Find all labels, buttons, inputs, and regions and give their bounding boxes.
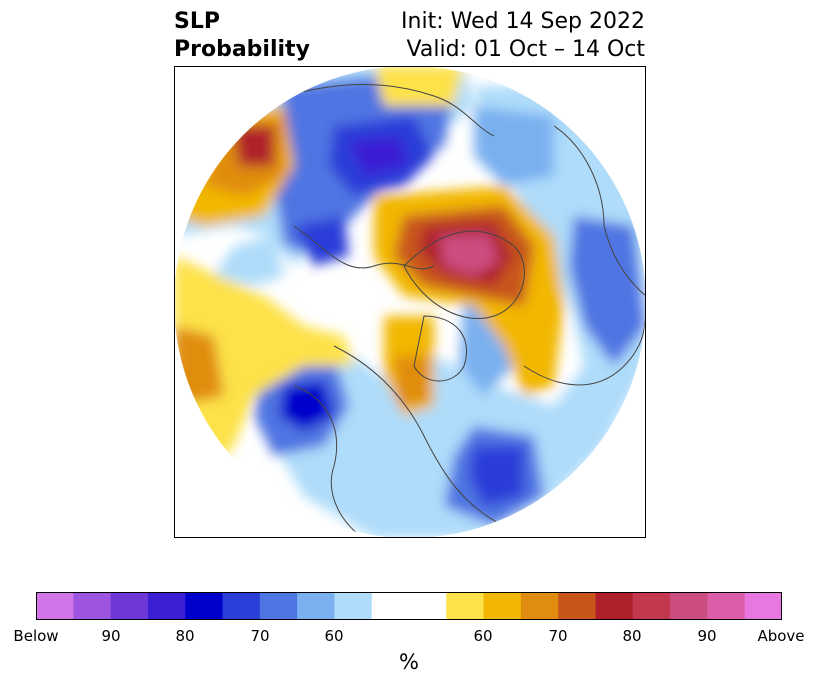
colorbar-tick: 90 <box>697 627 717 645</box>
colorbar-tick: 70 <box>548 627 568 645</box>
coastlines <box>283 84 646 538</box>
init-date: Init: Wed 14 Sep 2022 <box>401 9 645 34</box>
colorbar-cell <box>297 592 335 620</box>
colorbar-cell <box>558 592 596 620</box>
colorbar-cell <box>707 592 746 620</box>
colorbar-cell <box>446 592 485 620</box>
yellow-area <box>174 256 354 466</box>
dark-blue-core <box>294 216 349 266</box>
colorbar-tick: 80 <box>175 627 195 645</box>
yellow-area <box>374 66 464 106</box>
colorbar <box>36 592 782 620</box>
colorbar-cell <box>670 592 708 620</box>
pink-core <box>439 234 499 276</box>
colorbar-unit: % <box>399 650 419 674</box>
colorbar-cell <box>110 592 149 620</box>
title-line1: SLP <box>174 9 220 34</box>
colorbar-cell <box>632 592 671 620</box>
title-line2: Probability <box>174 37 310 62</box>
valid-dates: Valid: 01 Oct – 14 Oct <box>406 37 645 62</box>
colorbar-cell <box>483 592 522 620</box>
red-core <box>234 126 274 166</box>
colorbar-cell <box>371 592 410 620</box>
probability-map <box>174 66 646 538</box>
colorbar-tick: Below <box>13 627 59 645</box>
light-blue-area <box>264 86 646 538</box>
colorbar-cell <box>222 592 261 620</box>
medium-blue-area <box>474 106 554 186</box>
orange-core <box>394 356 429 406</box>
probability-field <box>174 66 646 538</box>
dark-blue-core <box>469 446 524 506</box>
colorbar-cell <box>147 592 186 620</box>
colorbar-cell <box>744 592 782 620</box>
map-frame <box>174 66 646 538</box>
dark-blue-core <box>349 136 409 176</box>
dark-blue-core <box>279 381 334 431</box>
colorbar-tick: 60 <box>473 627 493 645</box>
colorbar-cell <box>36 592 74 620</box>
forecast-dates: Init: Wed 14 Sep 2022 Valid: 01 Oct – 14… <box>401 8 645 64</box>
colorbar-cell <box>595 592 634 620</box>
light-blue-area <box>214 236 284 286</box>
colorbar-cell <box>185 592 223 620</box>
colorbar-cell <box>73 592 112 620</box>
colorbar-cell <box>334 592 373 620</box>
colorbar-tick: Above <box>757 627 805 645</box>
colorbar-tick: 90 <box>101 627 121 645</box>
colorbar-tick: 60 <box>324 627 344 645</box>
colorbar-cell <box>520 592 559 620</box>
colorbar-cell <box>409 592 447 620</box>
medium-blue-area <box>569 216 646 366</box>
colorbar-tick: 70 <box>250 627 270 645</box>
colorbar-cell <box>259 592 298 620</box>
colorbar-tick: 80 <box>622 627 642 645</box>
map-title: SLP Probability <box>174 8 310 64</box>
